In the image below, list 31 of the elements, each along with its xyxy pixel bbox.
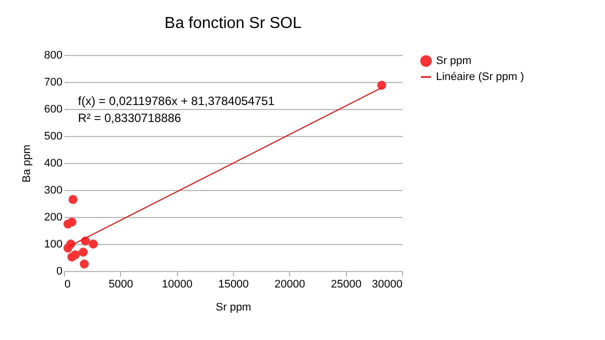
point [80, 260, 89, 268]
y-tick-label: 500 [44, 130, 62, 142]
annotation: R² = 0,8330718886 [78, 111, 182, 125]
point [377, 80, 386, 90]
y-tick-label: 100 [44, 238, 62, 250]
y-tick-label: 800 [44, 50, 62, 62]
point [88, 240, 98, 248]
y-tick-label: 200 [44, 212, 62, 224]
point [78, 248, 88, 257]
x-axis-title: Sr ppm [216, 302, 252, 314]
x-tick-label: 5000 [108, 278, 134, 290]
y-axis-title: Ba ppm [21, 144, 34, 182]
point [68, 194, 78, 204]
chart-title: Ba fonction Sr SOL [164, 15, 302, 32]
point [63, 244, 72, 253]
y-tick-label: 400 [44, 158, 62, 170]
y-tick-label: 0 [56, 266, 62, 278]
y-tick-label: 700 [44, 76, 62, 88]
legend-label: Linéaire (Sr ppm ) [436, 71, 524, 83]
x-tick-label: 15000 [218, 278, 249, 290]
x-tick-label: 0 [64, 278, 71, 290]
x-tick-label: 25000 [330, 278, 362, 290]
annotation: f(x) = 0,02119786x + 81,3784054751 [78, 94, 275, 108]
x-tick-label: 30000 [372, 278, 402, 290]
point [70, 250, 80, 260]
point [67, 218, 76, 227]
x-tick-label: 10000 [162, 278, 192, 290]
legend-label: Sr ppm [436, 55, 472, 67]
y-tick-label: 300 [44, 184, 62, 196]
x-tick-label: 20000 [274, 278, 306, 290]
y-tick-label: 600 [44, 104, 62, 116]
